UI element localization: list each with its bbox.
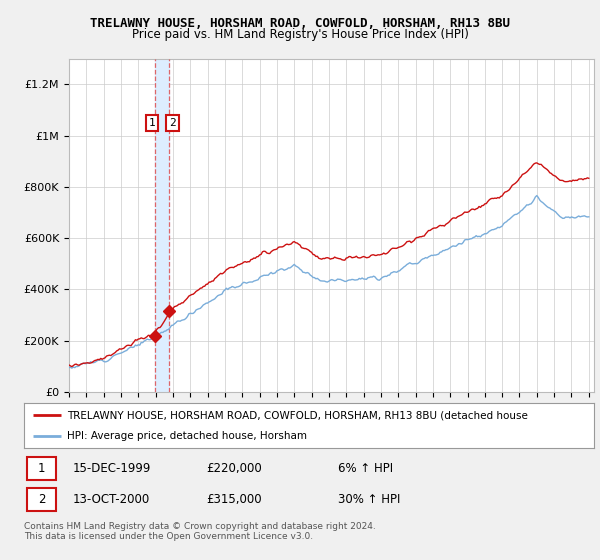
- Text: TRELAWNY HOUSE, HORSHAM ROAD, COWFOLD, HORSHAM, RH13 8BU: TRELAWNY HOUSE, HORSHAM ROAD, COWFOLD, H…: [90, 17, 510, 30]
- Bar: [155, 59, 169, 392]
- Text: 2: 2: [169, 118, 176, 128]
- Text: Price paid vs. HM Land Registry's House Price Index (HPI): Price paid vs. HM Land Registry's House …: [131, 28, 469, 41]
- Text: 30% ↑ HPI: 30% ↑ HPI: [337, 493, 400, 506]
- Text: Contains HM Land Registry data © Crown copyright and database right 2024.
This d: Contains HM Land Registry data © Crown c…: [24, 522, 376, 542]
- Text: TRELAWNY HOUSE, HORSHAM ROAD, COWFOLD, HORSHAM, RH13 8BU (detached house: TRELAWNY HOUSE, HORSHAM ROAD, COWFOLD, H…: [67, 410, 527, 421]
- FancyBboxPatch shape: [27, 488, 56, 511]
- Text: 1: 1: [149, 118, 155, 128]
- Text: 15-DEC-1999: 15-DEC-1999: [73, 462, 151, 475]
- FancyBboxPatch shape: [27, 456, 56, 480]
- Text: 1: 1: [38, 462, 46, 475]
- Text: £220,000: £220,000: [206, 462, 262, 475]
- Text: £315,000: £315,000: [206, 493, 262, 506]
- Text: 2: 2: [38, 493, 46, 506]
- Text: 6% ↑ HPI: 6% ↑ HPI: [337, 462, 392, 475]
- Text: HPI: Average price, detached house, Horsham: HPI: Average price, detached house, Hors…: [67, 431, 307, 441]
- Text: 13-OCT-2000: 13-OCT-2000: [73, 493, 150, 506]
